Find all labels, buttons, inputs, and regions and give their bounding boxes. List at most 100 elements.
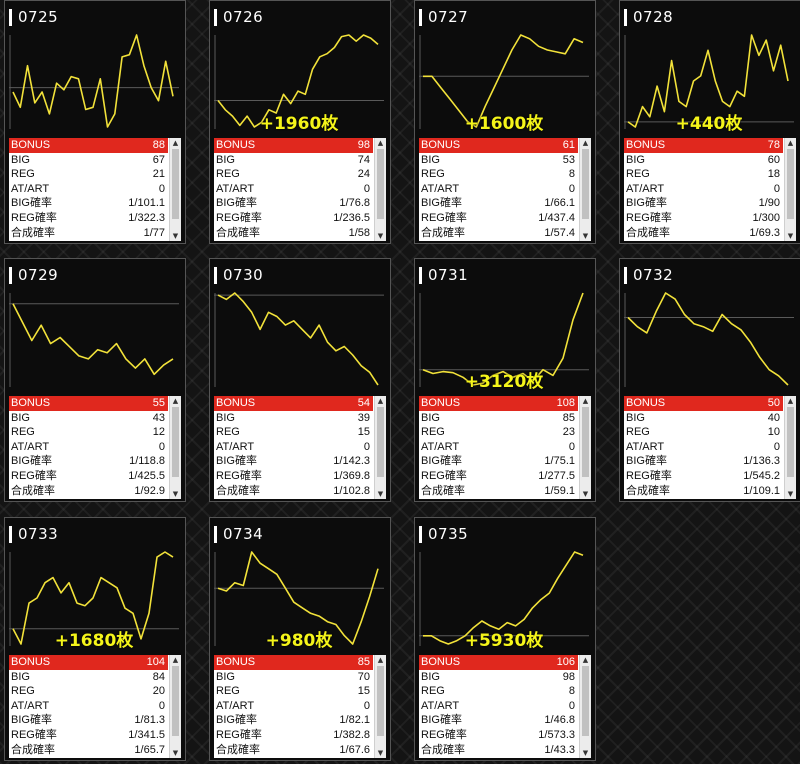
scroll-up-icon[interactable]: ▲ bbox=[582, 139, 589, 147]
stats-scrollbar[interactable]: ▲ ▼ bbox=[169, 138, 181, 241]
bonus-row: BONUS 98 bbox=[214, 138, 373, 153]
machine-card-0733[interactable]: 0733 +1680枚 BONUS 104 BIG 84 REG 20 AT/ART 0… bbox=[4, 517, 186, 761]
reg-rate-row: REG確率 1/300 bbox=[624, 211, 783, 226]
scroll-thumb[interactable] bbox=[172, 407, 179, 477]
stats-scrollbar[interactable]: ▲ ▼ bbox=[374, 396, 386, 499]
big-row: BIG 74 bbox=[214, 153, 373, 168]
stats-scrollbar[interactable]: ▲ ▼ bbox=[169, 396, 181, 499]
stats-panel[interactable]: BONUS 78 BIG 60 REG 18 AT/ART 0 BIG確率 1/90 RE… bbox=[624, 138, 796, 241]
big-label: BIG bbox=[11, 411, 30, 424]
big-value: 60 bbox=[767, 153, 780, 166]
scroll-thumb[interactable] bbox=[377, 407, 384, 477]
big-rate-value: 1/81.3 bbox=[134, 714, 165, 727]
bonus-label: BONUS bbox=[421, 139, 461, 151]
stats-scrollbar[interactable]: ▲ ▼ bbox=[784, 396, 796, 499]
reg-row: REG 23 bbox=[419, 425, 578, 440]
machine-card-0732[interactable]: 0732 BONUS 50 BIG 40 REG 10 AT/ART 0 BIG確率 1/… bbox=[619, 258, 800, 502]
scroll-down-icon[interactable]: ▼ bbox=[172, 490, 179, 498]
stats-panel[interactable]: BONUS 85 BIG 70 REG 15 AT/ART 0 BIG確率 1/82.1 … bbox=[214, 655, 386, 758]
scroll-down-icon[interactable]: ▼ bbox=[582, 232, 589, 240]
scroll-up-icon[interactable]: ▲ bbox=[377, 139, 384, 147]
big-rate-label: BIG確率 bbox=[216, 197, 257, 210]
scroll-down-icon[interactable]: ▼ bbox=[787, 490, 794, 498]
scroll-thumb[interactable] bbox=[582, 407, 589, 477]
bonus-value: 55 bbox=[152, 397, 165, 409]
reg-rate-row: REG確率 1/322.3 bbox=[9, 211, 168, 226]
big-rate-value: 1/76.8 bbox=[339, 197, 370, 210]
scroll-thumb[interactable] bbox=[787, 407, 794, 477]
scroll-down-icon[interactable]: ▼ bbox=[377, 232, 384, 240]
scroll-down-icon[interactable]: ▼ bbox=[377, 749, 384, 757]
machine-card-0731[interactable]: 0731 +3120枚 BONUS 108 BIG 85 REG 23 AT/ART 0… bbox=[414, 258, 596, 502]
bonus-value: 85 bbox=[357, 656, 370, 668]
big-rate-value: 1/75.1 bbox=[544, 455, 575, 468]
scroll-thumb[interactable] bbox=[377, 149, 384, 219]
scroll-thumb[interactable] bbox=[172, 149, 179, 219]
stats-scrollbar[interactable]: ▲ ▼ bbox=[374, 138, 386, 241]
id-marker bbox=[214, 8, 217, 26]
stats-panel[interactable]: BONUS 104 BIG 84 REG 20 AT/ART 0 BIG確率 1/81.3… bbox=[9, 655, 181, 758]
machine-card-0735[interactable]: 0735 +5930枚 BONUS 106 BIG 98 REG 8 AT/ART 0 … bbox=[414, 517, 596, 761]
scroll-thumb[interactable] bbox=[787, 149, 794, 219]
scroll-down-icon[interactable]: ▼ bbox=[377, 490, 384, 498]
scroll-up-icon[interactable]: ▲ bbox=[172, 656, 179, 664]
machine-card-0726[interactable]: 0726 +1960枚 BONUS 98 BIG 74 REG 24 AT/ART 0 … bbox=[209, 0, 391, 244]
stats-panel[interactable]: BONUS 50 BIG 40 REG 10 AT/ART 0 BIG確率 1/136.3… bbox=[624, 396, 796, 499]
reg-label: REG bbox=[11, 168, 35, 181]
scroll-up-icon[interactable]: ▲ bbox=[377, 397, 384, 405]
scroll-up-icon[interactable]: ▲ bbox=[172, 139, 179, 147]
scroll-up-icon[interactable]: ▲ bbox=[582, 397, 589, 405]
scroll-thumb[interactable] bbox=[377, 666, 384, 736]
stats-scrollbar[interactable]: ▲ ▼ bbox=[374, 655, 386, 758]
machine-card-0734[interactable]: 0734 +980枚 BONUS 85 BIG 70 REG 15 AT/ART 0 B… bbox=[209, 517, 391, 761]
stats-scrollbar[interactable]: ▲ ▼ bbox=[169, 655, 181, 758]
stats-scrollbar[interactable]: ▲ ▼ bbox=[579, 396, 591, 499]
machine-number: 0726 bbox=[223, 8, 264, 26]
machine-card-0729[interactable]: 0729 BONUS 55 BIG 43 REG 12 AT/ART 0 BIG確率 1/… bbox=[4, 258, 186, 502]
bonus-row: BONUS 50 bbox=[624, 396, 783, 411]
scroll-up-icon[interactable]: ▲ bbox=[377, 656, 384, 664]
scroll-up-icon[interactable]: ▲ bbox=[172, 397, 179, 405]
at-art-value: 0 bbox=[158, 182, 165, 195]
scroll-up-icon[interactable]: ▲ bbox=[787, 397, 794, 405]
slump-graph bbox=[9, 29, 179, 133]
scroll-down-icon[interactable]: ▼ bbox=[787, 232, 794, 240]
scroll-up-icon[interactable]: ▲ bbox=[582, 656, 589, 664]
combined-rate-label: 合成確率 bbox=[421, 226, 465, 239]
trend-line bbox=[423, 34, 584, 128]
scroll-down-icon[interactable]: ▼ bbox=[582, 490, 589, 498]
scroll-down-icon[interactable]: ▼ bbox=[582, 749, 589, 757]
machine-card-0727[interactable]: 0727 +1600枚 BONUS 61 BIG 53 REG 8 AT/ART 0 B… bbox=[414, 0, 596, 244]
stats-panel[interactable]: BONUS 88 BIG 67 REG 21 AT/ART 0 BIG確率 1/101.1… bbox=[9, 138, 181, 241]
scroll-up-icon[interactable]: ▲ bbox=[787, 139, 794, 147]
stats-scrollbar[interactable]: ▲ ▼ bbox=[579, 138, 591, 241]
stats-panel[interactable]: BONUS 106 BIG 98 REG 8 AT/ART 0 BIG確率 1/46.8 … bbox=[419, 655, 591, 758]
stats-panel[interactable]: BONUS 108 BIG 85 REG 23 AT/ART 0 BIG確率 1/75.1… bbox=[419, 396, 591, 499]
reg-rate-label: REG確率 bbox=[216, 728, 262, 741]
id-marker bbox=[624, 266, 627, 284]
id-marker bbox=[214, 525, 217, 543]
scroll-thumb[interactable] bbox=[582, 149, 589, 219]
scroll-thumb[interactable] bbox=[172, 666, 179, 736]
bonus-label: BONUS bbox=[626, 139, 666, 151]
machine-number: 0727 bbox=[428, 8, 469, 26]
stats-panel[interactable]: BONUS 98 BIG 74 REG 24 AT/ART 0 BIG確率 1/76.8 … bbox=[214, 138, 386, 241]
scroll-down-icon[interactable]: ▼ bbox=[172, 232, 179, 240]
at-art-row: AT/ART 0 bbox=[419, 182, 578, 197]
machine-card-0728[interactable]: 0728 +440枚 BONUS 78 BIG 60 REG 18 AT/ART 0 B… bbox=[619, 0, 800, 244]
machine-card-0725[interactable]: 0725 BONUS 88 BIG 67 REG 21 AT/ART 0 BIG確率 1/… bbox=[4, 0, 186, 244]
stats-panel[interactable]: BONUS 54 BIG 39 REG 15 AT/ART 0 BIG確率 1/142.3… bbox=[214, 396, 386, 499]
machine-header: 0725 bbox=[9, 7, 58, 27]
big-label: BIG bbox=[421, 670, 440, 683]
machine-card-0730[interactable]: 0730 BONUS 54 BIG 39 REG 15 AT/ART 0 BIG確率 1/… bbox=[209, 258, 391, 502]
bonus-value: 106 bbox=[556, 656, 575, 668]
scroll-thumb[interactable] bbox=[582, 666, 589, 736]
combined-rate-value: 1/109.1 bbox=[743, 484, 780, 497]
stats-panel[interactable]: BONUS 55 BIG 43 REG 12 AT/ART 0 BIG確率 1/118.8… bbox=[9, 396, 181, 499]
slump-graph: +980枚 bbox=[214, 546, 384, 651]
stats-scrollbar[interactable]: ▲ ▼ bbox=[579, 655, 591, 758]
scroll-down-icon[interactable]: ▼ bbox=[172, 749, 179, 757]
stats-scrollbar[interactable]: ▲ ▼ bbox=[784, 138, 796, 241]
stats-panel[interactable]: BONUS 61 BIG 53 REG 8 AT/ART 0 BIG確率 1/66.1 R… bbox=[419, 138, 591, 241]
reg-value: 21 bbox=[152, 168, 165, 181]
